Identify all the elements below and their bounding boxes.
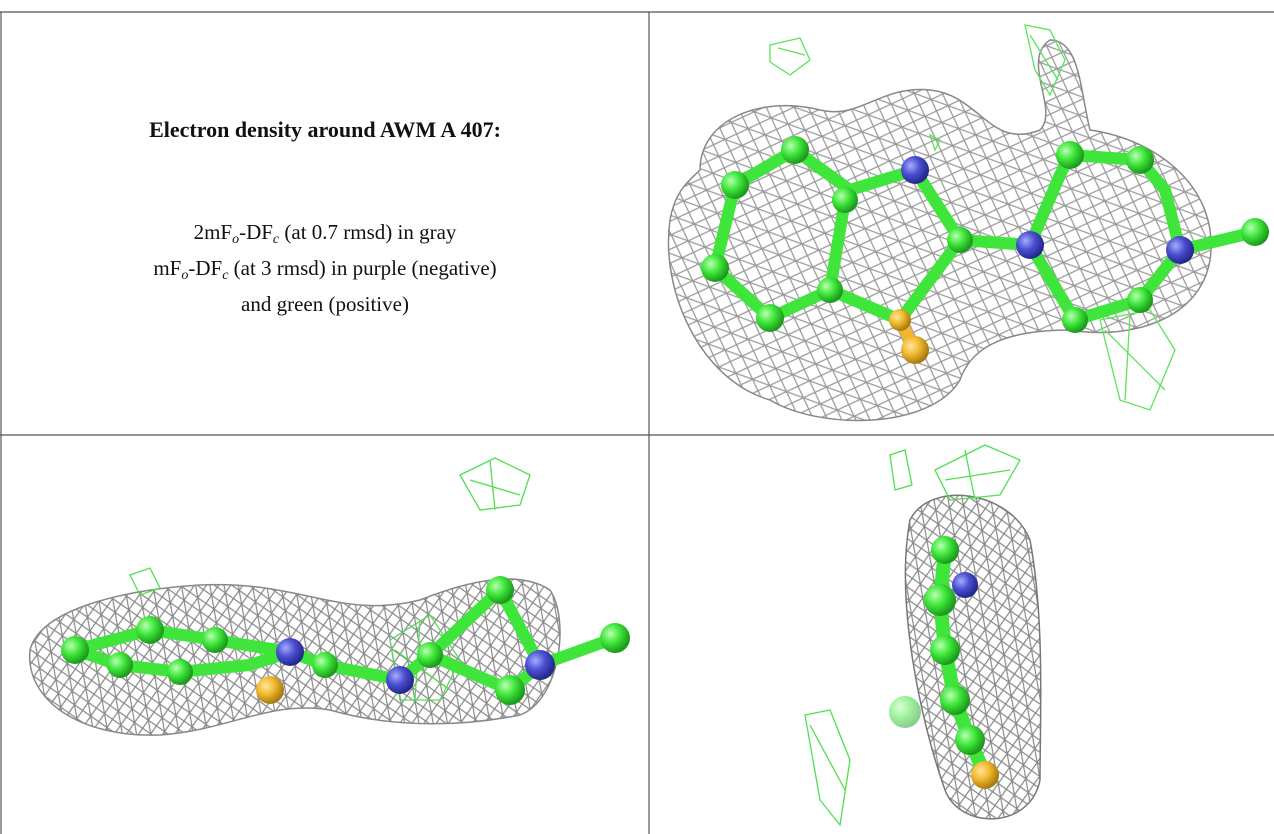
subscript: c — [272, 232, 280, 247]
density-view-side — [29, 457, 630, 736]
green-mesh — [769, 24, 1176, 411]
subscript: c — [222, 268, 229, 283]
caption-text: mF — [153, 256, 182, 280]
green-mesh — [804, 444, 1021, 827]
caption-text: -DF — [239, 220, 273, 244]
atoms — [61, 576, 630, 705]
caption-text: and green (positive) — [241, 292, 409, 316]
subscript: o — [232, 232, 240, 247]
table-borders — [0, 11, 1274, 834]
caption-line: mFo-DFc (at 3 rmsd) in purple (negative) — [2, 250, 648, 286]
subscript: o — [181, 268, 189, 283]
caption-line: and green (positive) — [2, 286, 648, 322]
caption-lines: 2mFo-DFc (at 0.7 rmsd) in gray mFo-DFc (a… — [2, 214, 648, 322]
caption-line: 2mFo-DFc (at 0.7 rmsd) in gray — [2, 214, 648, 250]
gray-mesh — [667, 39, 1212, 422]
density-view-top — [667, 24, 1269, 422]
caption-text: (at 0.7 rmsd) in gray — [279, 220, 457, 244]
atoms — [701, 136, 1269, 364]
caption-cell: Electron density around AWM A 407: 2mFo-… — [2, 12, 648, 434]
density-view-end — [804, 444, 1042, 827]
caption-text: -DF — [188, 256, 223, 280]
atoms — [889, 536, 999, 789]
caption-text: 2mF — [193, 220, 233, 244]
caption-title: Electron density around AWM A 407: — [149, 117, 501, 142]
caption-text: (at 3 rmsd) in purple (negative) — [228, 256, 497, 280]
